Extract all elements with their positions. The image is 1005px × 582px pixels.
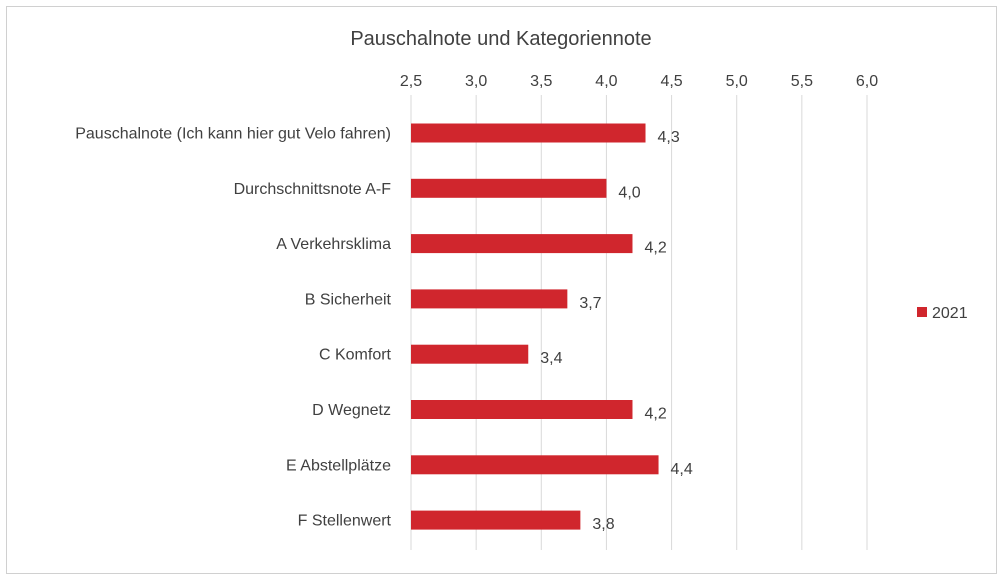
chart-svg: Pauschalnote und Kategoriennote 2,5 3,0 3,… xyxy=(75,28,968,550)
data-label: 3,8 xyxy=(592,516,614,533)
chart-frame: Pauschalnote und Kategoriennote 2,5 3,0 3,… xyxy=(6,6,997,574)
bar xyxy=(411,400,633,419)
data-labels: 4,3 4,0 4,2 3,7 3,4 4,2 4,4 3,8 xyxy=(540,129,693,533)
x-tick-label: 6,0 xyxy=(856,73,878,90)
legend: 2021 xyxy=(917,305,968,322)
category-label: C Komfort xyxy=(319,347,392,364)
legend-label-2021: 2021 xyxy=(932,305,968,322)
gridlines xyxy=(410,95,868,550)
x-tick-label: 2,5 xyxy=(400,73,422,90)
category-label: Pauschalnote (Ich kann hier gut Velo fah… xyxy=(75,126,391,143)
bar xyxy=(411,344,529,364)
category-label: B Sicherheit xyxy=(305,291,392,308)
category-label: A Verkehrsklima xyxy=(276,236,391,253)
x-tick-label: 3,0 xyxy=(465,73,487,90)
data-label: 4,0 xyxy=(618,184,640,201)
bar xyxy=(411,510,581,530)
data-label: 4,2 xyxy=(644,240,666,257)
bar xyxy=(411,123,646,143)
bar xyxy=(411,289,568,309)
x-tick-label: 4,0 xyxy=(595,73,617,90)
data-label: 3,4 xyxy=(540,350,562,367)
chart-title: Pauschalnote und Kategoriennote xyxy=(350,28,651,50)
x-tick-label: 4,5 xyxy=(660,73,682,90)
category-label: F Stellenwert xyxy=(298,513,392,530)
category-labels: Pauschalnote (Ich kann hier gut Velo fah… xyxy=(75,126,391,530)
x-tick-label: 5,0 xyxy=(726,73,748,90)
bar xyxy=(411,178,607,198)
category-label: D Wegnetz xyxy=(312,402,391,419)
bars xyxy=(411,123,659,530)
x-tick-label: 5,5 xyxy=(791,73,813,90)
data-label: 4,4 xyxy=(671,461,693,478)
bar xyxy=(411,234,633,254)
data-label: 4,2 xyxy=(644,406,666,423)
bar xyxy=(411,455,659,475)
x-tick-label: 3,5 xyxy=(530,73,552,90)
x-axis-ticks: 2,5 3,0 3,5 4,0 4,5 5,0 5,5 6,0 xyxy=(400,73,878,90)
category-label: Durchschnittsnote A-F xyxy=(234,181,392,198)
legend-swatch-2021 xyxy=(917,307,927,317)
data-label: 3,7 xyxy=(579,295,601,312)
category-label: E Abstellplätze xyxy=(286,457,391,474)
data-label: 4,3 xyxy=(658,129,680,146)
